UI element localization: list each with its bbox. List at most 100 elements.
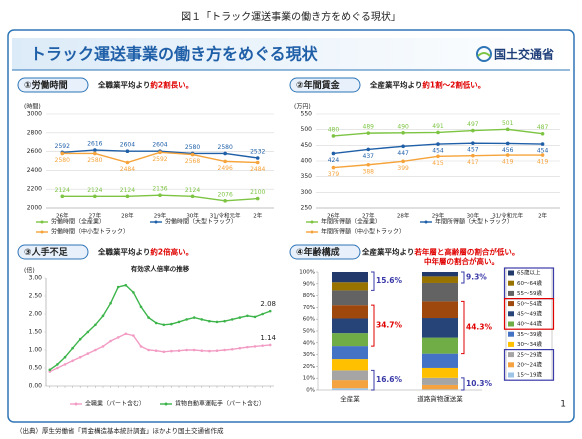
y-tick-label: 3000 <box>27 111 42 118</box>
data-label: 417 <box>467 159 479 166</box>
x-tick-label: 31/令和元年 <box>210 212 241 220</box>
note-highlight: 約1割～2割低い。 <box>422 80 485 90</box>
point <box>223 348 226 352</box>
bar-segment <box>422 318 458 338</box>
legend-label: 全職業（パート含む） <box>85 400 145 408</box>
bar-segment <box>422 337 458 354</box>
point <box>540 131 545 136</box>
panel-heading-box <box>17 77 89 93</box>
data-label: 2076 <box>218 191 233 198</box>
bar-segment <box>422 353 458 368</box>
data-label: 2124 <box>185 187 200 194</box>
org-logo-wave <box>477 52 491 57</box>
point <box>366 162 371 167</box>
header-title: トラック運送事業の働き方をめぐる現状 <box>30 45 319 64</box>
series-line <box>49 284 271 371</box>
y-tick-label: 0.00 <box>29 383 43 390</box>
point <box>63 355 67 359</box>
legend-swatch <box>508 270 514 276</box>
point <box>331 134 336 138</box>
data-label: 490 <box>397 123 409 130</box>
data-label: 501 <box>502 120 514 127</box>
point <box>436 130 440 135</box>
data-label: 2568 <box>185 158 200 165</box>
legend-label: 年間所得額（全産業） <box>321 218 381 226</box>
point <box>268 309 272 313</box>
data-label: 2136 <box>152 186 167 193</box>
panel-note: 全職業平均より約2倍高い。 <box>97 247 193 257</box>
point <box>125 149 130 154</box>
point <box>223 159 227 164</box>
point <box>401 131 405 135</box>
panel-heading-box <box>289 244 361 260</box>
bracket <box>461 271 465 284</box>
point <box>177 349 181 353</box>
point <box>86 352 90 355</box>
y-tick-label: 0% <box>306 388 315 394</box>
y-tick-label: 10% <box>303 376 315 382</box>
point <box>124 283 128 287</box>
point <box>505 153 510 157</box>
data-label: 2100 <box>250 189 265 196</box>
bar-segment <box>422 301 458 319</box>
legend-label: 25～29歳 <box>517 350 542 358</box>
legend-swatch <box>508 301 514 307</box>
data-label: 419 <box>537 159 549 166</box>
legend-label: 15～19歳 <box>517 371 542 379</box>
legend-label: 20～24歳 <box>517 361 542 369</box>
y-unit: (万円) <box>294 104 311 111</box>
y-tick-label: 500 <box>301 126 313 133</box>
bar-segment <box>422 272 458 277</box>
x-tick-label: 27年 <box>362 212 375 220</box>
bar-segment <box>332 380 368 389</box>
bar-segment <box>332 359 368 371</box>
point <box>86 330 90 334</box>
legend-label: 労働時間（中小型トラック） <box>51 228 129 236</box>
legend-swatch <box>508 321 514 327</box>
y-tick-label: 2.00 <box>29 311 43 318</box>
y-tick-label: 2.50 <box>29 293 43 300</box>
panel-note: 全産業平均より若年層と高齢層の割合が低い。 <box>361 247 519 257</box>
legend-group-box <box>503 298 555 330</box>
point <box>471 141 475 145</box>
point <box>101 345 105 348</box>
point <box>230 347 234 351</box>
legend-dot <box>424 220 428 224</box>
legend-label: 年間所得額（中小型トラック） <box>321 228 405 236</box>
y-tick-label: 300 <box>301 189 313 196</box>
legend-label: 65歳以上 <box>517 269 541 277</box>
note-text: 全職業平均より <box>97 80 150 90</box>
point <box>139 305 143 309</box>
point <box>246 345 249 349</box>
x-tick-label: 2年 <box>538 212 547 220</box>
data-label: 2124 <box>87 187 102 194</box>
caption: 図１「トラック運送事業の働き方をめぐる現状」 <box>181 10 401 23</box>
point <box>261 312 264 316</box>
data-label: 419 <box>502 159 514 166</box>
y-tick-label: 1.50 <box>29 329 43 336</box>
data-label: 379 <box>328 171 340 178</box>
point <box>147 348 150 352</box>
legend-swatch <box>508 341 514 347</box>
point <box>71 346 74 350</box>
point <box>124 332 128 336</box>
point <box>177 320 181 324</box>
page-number: 1 <box>560 400 566 410</box>
bar-segment <box>332 282 368 291</box>
data-label: 480 <box>328 126 340 133</box>
y-tick-label: 250 <box>301 205 313 212</box>
legend-label: 50～54歳 <box>517 299 542 307</box>
y-tick-label: 550 <box>301 111 313 118</box>
point <box>101 314 105 318</box>
point <box>238 346 242 350</box>
bracket-label: 34.7% <box>376 321 403 330</box>
bar-segment <box>422 389 458 390</box>
x-tick-label: 29年 <box>432 212 445 220</box>
bracket-label: 15.6% <box>376 276 403 285</box>
legend-dot <box>154 220 158 224</box>
point <box>185 318 188 321</box>
point <box>223 199 227 203</box>
data-label: 437 <box>363 153 375 160</box>
point <box>132 334 135 337</box>
legend-swatch <box>508 311 514 317</box>
